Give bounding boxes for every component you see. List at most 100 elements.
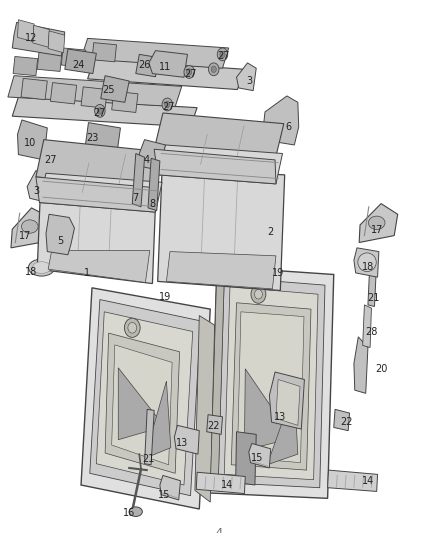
Polygon shape [37,52,62,71]
Ellipse shape [28,259,55,276]
Polygon shape [207,415,223,434]
Text: 23: 23 [86,133,98,142]
Circle shape [211,66,216,72]
Polygon shape [149,51,187,77]
Polygon shape [61,48,86,67]
Circle shape [124,318,140,337]
Polygon shape [118,368,164,440]
Polygon shape [12,97,197,127]
Text: 4: 4 [215,528,223,533]
Circle shape [44,155,54,167]
Polygon shape [237,312,304,463]
Polygon shape [160,475,180,500]
Text: 11: 11 [159,62,172,71]
Circle shape [217,48,228,61]
Text: 27: 27 [94,108,106,118]
Polygon shape [359,204,398,243]
Text: 13: 13 [274,412,286,422]
Ellipse shape [32,262,51,273]
Circle shape [184,66,194,78]
Polygon shape [145,381,171,458]
Text: 7: 7 [132,193,138,203]
Text: 3: 3 [33,186,39,196]
Polygon shape [36,177,155,212]
Polygon shape [48,251,150,282]
Text: 18: 18 [362,262,374,271]
Polygon shape [46,214,74,255]
Polygon shape [196,472,245,494]
Text: 22: 22 [208,422,220,431]
Text: 28: 28 [365,327,378,336]
Polygon shape [96,312,193,485]
Polygon shape [21,78,47,100]
Polygon shape [269,372,304,429]
Text: 17: 17 [19,231,32,240]
Polygon shape [210,266,334,498]
Text: 2: 2 [268,227,274,237]
Polygon shape [334,409,350,431]
Polygon shape [85,123,120,150]
Polygon shape [11,208,52,248]
Text: 14: 14 [362,476,374,486]
Polygon shape [139,140,166,171]
Polygon shape [105,333,180,473]
Polygon shape [166,252,276,289]
Polygon shape [112,345,172,465]
Ellipse shape [129,507,142,516]
Polygon shape [65,49,96,74]
Text: 12: 12 [25,34,38,43]
Polygon shape [195,316,215,502]
Polygon shape [39,173,162,212]
Polygon shape [12,22,65,56]
Text: 19: 19 [272,268,284,278]
Polygon shape [328,470,378,491]
Polygon shape [237,63,256,91]
Polygon shape [262,96,299,145]
Polygon shape [354,337,368,393]
Circle shape [97,108,102,114]
Polygon shape [231,303,311,470]
Polygon shape [48,31,65,53]
Polygon shape [236,432,256,485]
Text: 19: 19 [159,293,172,302]
Polygon shape [174,425,199,454]
Text: 27: 27 [217,51,230,61]
Text: 18: 18 [25,267,38,277]
Text: 13: 13 [176,439,188,448]
Text: 5: 5 [57,236,64,246]
Polygon shape [101,76,129,102]
Text: 8: 8 [149,199,155,208]
Text: 17: 17 [371,225,384,235]
Polygon shape [88,59,244,90]
Circle shape [61,148,72,161]
Polygon shape [267,388,298,465]
Polygon shape [36,140,163,188]
Circle shape [46,158,52,164]
Text: 14: 14 [221,480,233,490]
Text: 15: 15 [158,490,170,499]
Text: 6: 6 [285,122,291,132]
Polygon shape [92,43,117,62]
Text: 25: 25 [102,85,115,94]
Polygon shape [224,287,318,480]
Text: 21: 21 [142,455,154,464]
Polygon shape [368,259,377,306]
Text: 16: 16 [123,508,135,518]
Polygon shape [218,277,325,488]
Circle shape [208,63,219,76]
Circle shape [251,285,266,303]
Ellipse shape [368,216,385,230]
Polygon shape [154,149,276,184]
Text: 26: 26 [138,60,151,70]
Polygon shape [154,113,284,160]
Polygon shape [8,76,182,107]
Text: 20: 20 [375,364,387,374]
Polygon shape [276,379,300,425]
Text: 10: 10 [24,138,36,148]
Ellipse shape [21,220,38,233]
Polygon shape [81,87,107,108]
Circle shape [254,289,262,299]
Polygon shape [13,56,38,76]
Text: 3: 3 [247,76,253,86]
Polygon shape [158,145,283,184]
